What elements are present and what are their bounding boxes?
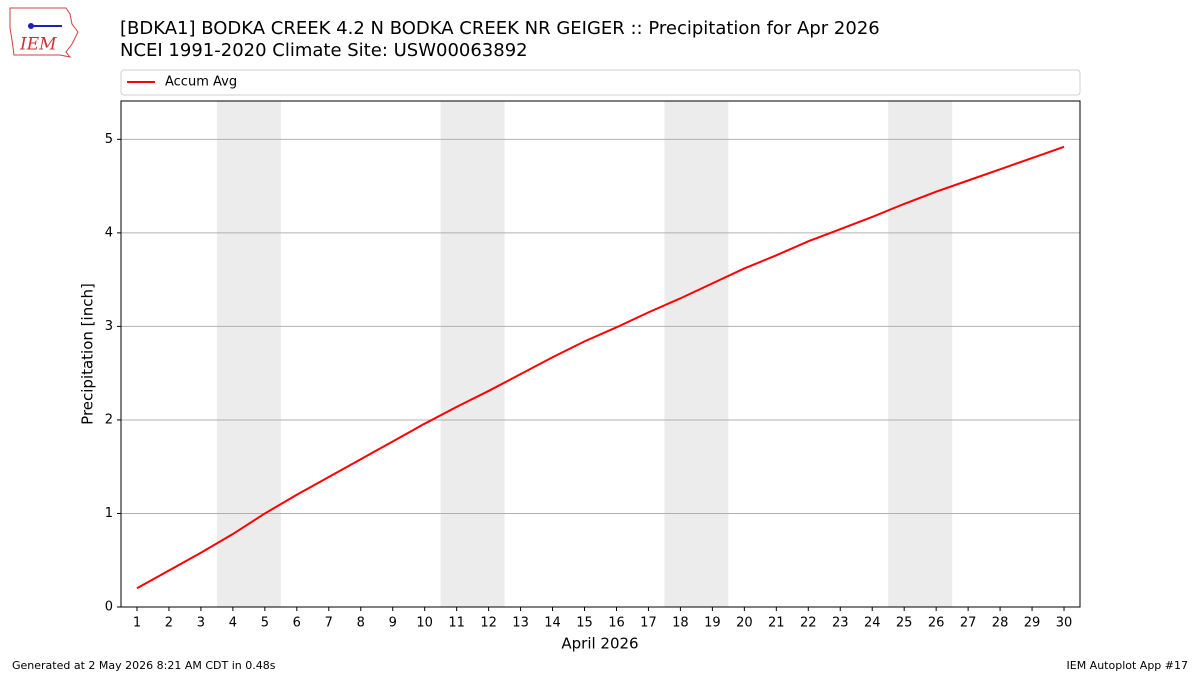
x-tick-label: 4 (229, 616, 237, 631)
x-tick-label: 12 (480, 616, 497, 631)
chart-subtitle: NCEI 1991-2020 Climate Site: USW00063892 (120, 40, 528, 61)
x-tick-label: 20 (736, 616, 753, 631)
x-tick-label: 23 (832, 616, 849, 631)
x-tick-label: 13 (512, 616, 529, 631)
x-tick-label: 5 (261, 616, 269, 631)
x-axis-label: April 2026 (561, 635, 638, 653)
x-tick-label: 30 (1056, 616, 1073, 631)
x-tick-label: 16 (608, 616, 625, 631)
y-tick-label: 3 (105, 319, 113, 334)
x-tick-label: 28 (992, 616, 1009, 631)
logo-dot (28, 23, 34, 29)
x-tick-label: 3 (197, 616, 205, 631)
footer-left: Generated at 2 May 2026 8:21 AM CDT in 0… (12, 659, 276, 672)
x-tick-label: 11 (448, 616, 465, 631)
x-tick-label: 6 (293, 616, 301, 631)
weekend-shade (440, 101, 505, 607)
x-tick-label: 1 (133, 616, 141, 631)
x-tick-label: 22 (800, 616, 817, 631)
weekend-shade (664, 101, 729, 607)
logo-text: IEM (19, 35, 57, 55)
weekend-shade (888, 101, 953, 607)
footer-right: IEM Autoplot App #17 (1067, 659, 1189, 672)
logo-outline (9, 7, 79, 58)
x-tick-label: 18 (672, 616, 689, 631)
logo: IEM (9, 7, 79, 58)
y-tick-label: 0 (105, 600, 113, 615)
plot-frame (120, 100, 1081, 608)
x-tick-label: 9 (389, 616, 397, 631)
series-line (136, 145, 1065, 590)
x-tick-label: 24 (864, 616, 881, 631)
x-tick-label: 19 (704, 616, 721, 631)
y-tick-label: 2 (105, 412, 113, 427)
x-tick-label: 25 (896, 616, 913, 631)
y-tick-label: 1 (105, 506, 113, 521)
legend-label: Accum Avg (165, 75, 237, 90)
y-tick-label: 4 (105, 225, 113, 240)
x-tick-label: 14 (544, 616, 561, 631)
x-tick-label: 7 (325, 616, 333, 631)
chart-title: [BDKA1] BODKA CREEK 4.2 N BODKA CREEK NR… (120, 18, 880, 39)
legend-box (120, 69, 1081, 96)
x-tick-label: 27 (960, 616, 977, 631)
weekend-shade (216, 101, 281, 607)
x-tick-label: 10 (416, 616, 433, 631)
y-axis-label: Precipitation [inch] (79, 283, 97, 425)
x-tick-label: 21 (768, 616, 785, 631)
x-tick-label: 15 (576, 616, 593, 631)
x-tick-label: 29 (1024, 616, 1041, 631)
x-tick-label: 2 (165, 616, 173, 631)
x-tick-label: 17 (640, 616, 657, 631)
x-tick-label: 26 (928, 616, 945, 631)
y-tick-label: 5 (105, 132, 113, 147)
x-tick-label: 8 (357, 616, 365, 631)
